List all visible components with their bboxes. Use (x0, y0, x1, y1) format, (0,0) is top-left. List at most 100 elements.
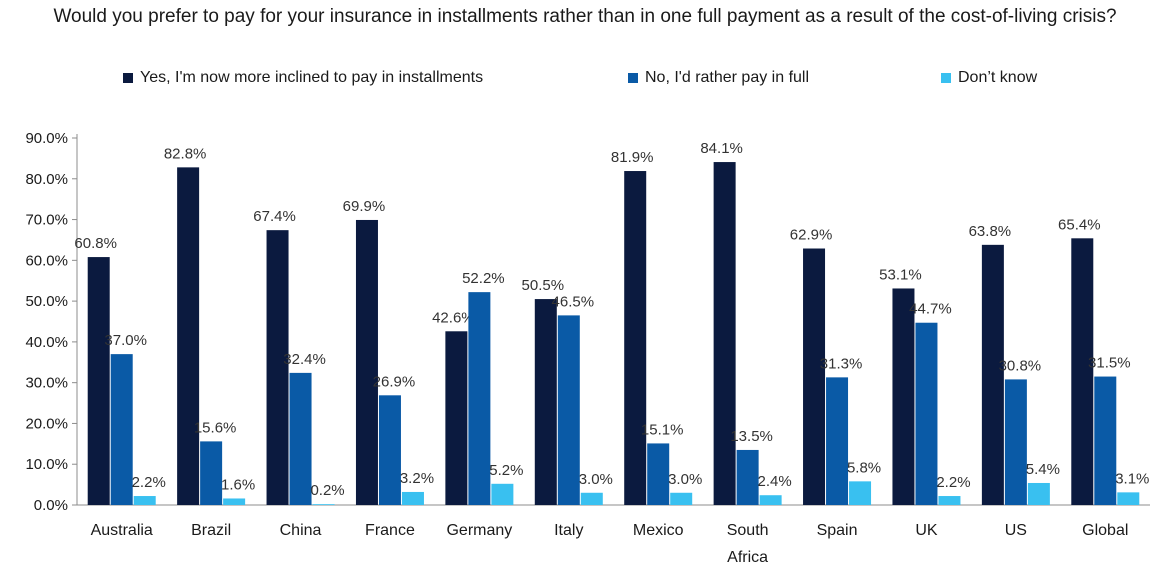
data-label: 69.9% (343, 198, 386, 215)
data-label: 5.4% (1026, 461, 1060, 478)
data-label: 53.1% (879, 266, 922, 283)
bar (670, 492, 693, 505)
data-label: 84.1% (700, 140, 743, 157)
bar (849, 481, 872, 505)
legend-swatch-dontknow (941, 73, 951, 83)
data-label: 65.4% (1058, 216, 1101, 233)
legend-swatch-yes (123, 73, 133, 83)
data-label: 46.5% (552, 293, 595, 310)
data-label: 67.4% (253, 208, 296, 225)
x-tick-label: Italy (554, 522, 583, 539)
data-label: 63.8% (969, 223, 1012, 240)
legend-item-yes: Yes, I'm now more inclined to pay in ins… (123, 69, 483, 87)
bar (1027, 482, 1050, 505)
x-tick-label: Africa (727, 549, 768, 566)
bar (1004, 379, 1027, 505)
y-tick-label: 40.0% (25, 334, 68, 351)
data-label: 37.0% (104, 332, 147, 349)
data-label: 44.7% (909, 301, 952, 318)
bar (624, 171, 647, 505)
x-tick-label: Mexico (633, 522, 684, 539)
legend-label-dontknow: Don’t know (958, 69, 1038, 86)
y-tick-label: 10.0% (25, 456, 68, 473)
bar (177, 167, 200, 506)
bar (223, 498, 246, 505)
bar (266, 230, 289, 505)
data-label: 2.2% (936, 474, 970, 491)
y-tick-label: 30.0% (25, 375, 68, 392)
bar (445, 331, 468, 505)
data-label: 50.5% (522, 277, 565, 294)
bar (133, 496, 156, 505)
data-label: 0.2% (310, 482, 344, 499)
data-label: 15.1% (641, 421, 684, 438)
data-label: 3.0% (579, 471, 613, 488)
data-label: 3.2% (400, 470, 434, 487)
bar (491, 483, 514, 505)
chart-title: Would you prefer to pay for your insuran… (53, 6, 1117, 27)
x-tick-label: Brazil (191, 522, 231, 539)
x-tick-label: US (1005, 522, 1027, 539)
y-tick-label: 70.0% (25, 212, 68, 229)
data-label: 42.6% (432, 309, 475, 326)
x-tick-label: South (727, 522, 769, 539)
y-tick-label: 80.0% (25, 171, 68, 188)
bar (736, 449, 759, 505)
data-label: 15.6% (194, 419, 237, 436)
bar (938, 496, 961, 505)
legend-label-yes: Yes, I'm now more inclined to pay in ins… (140, 69, 484, 86)
data-label: 13.5% (730, 428, 773, 445)
legend-item-no: No, I'd rather pay in full (628, 69, 809, 87)
x-tick-label: Global (1082, 522, 1128, 539)
y-tick-label: 20.0% (25, 415, 68, 432)
bar (1071, 238, 1094, 505)
data-label: 2.4% (758, 473, 792, 490)
data-label: 81.9% (611, 149, 654, 166)
bar (647, 443, 670, 505)
data-label: 60.8% (74, 235, 117, 252)
y-tick-label: 0.0% (34, 497, 68, 514)
x-tick-label: Australia (91, 522, 153, 539)
bar (289, 372, 312, 505)
legend-item-dontknow: Don’t know (941, 69, 1037, 87)
x-tick-label: UK (915, 522, 938, 539)
data-label: 82.8% (164, 145, 207, 162)
x-tick-label: France (365, 522, 415, 539)
data-label: 2.2% (132, 474, 166, 491)
data-label: 1.6% (221, 476, 255, 493)
bar (981, 244, 1004, 506)
bar (580, 492, 603, 505)
bar (826, 377, 849, 505)
data-label: 3.0% (668, 471, 702, 488)
bar (312, 504, 335, 505)
x-tick-label: Germany (446, 522, 512, 539)
data-label: 62.9% (790, 227, 833, 244)
y-tick-label: 60.0% (25, 252, 68, 269)
data-label: 26.9% (373, 373, 416, 390)
legend-label-no: No, I'd rather pay in full (645, 69, 810, 86)
x-tick-label: China (280, 522, 322, 539)
bar (468, 292, 491, 505)
chart-legend: Yes, I'm now more inclined to pay in ins… (0, 69, 1167, 91)
bar (803, 248, 826, 505)
y-tick-label: 90.0% (25, 130, 68, 147)
data-label: 30.8% (999, 357, 1042, 374)
bar (892, 288, 915, 505)
data-label: 52.2% (462, 270, 505, 287)
bar (713, 162, 736, 505)
bar (1094, 376, 1117, 505)
bar (200, 441, 223, 505)
bar (355, 219, 378, 506)
data-label: 31.3% (820, 355, 863, 372)
bar (759, 495, 782, 505)
bar (401, 491, 424, 505)
bar (534, 299, 557, 505)
data-label: 5.8% (847, 459, 881, 476)
legend-swatch-no (628, 73, 638, 83)
bar (915, 322, 938, 505)
y-tick-label: 50.0% (25, 293, 68, 310)
bar (110, 354, 133, 505)
data-label: 31.5% (1088, 355, 1131, 372)
data-label: 3.1% (1115, 470, 1149, 487)
